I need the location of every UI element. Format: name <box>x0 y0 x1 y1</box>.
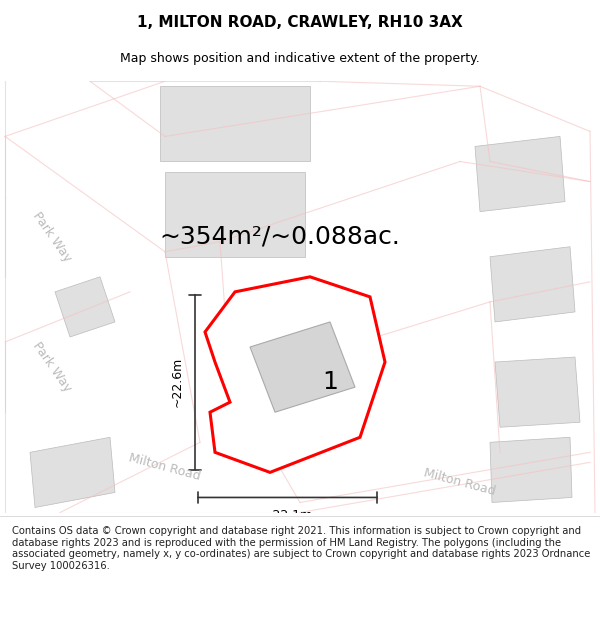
Text: Park Way: Park Way <box>30 339 74 394</box>
Polygon shape <box>55 277 115 337</box>
Polygon shape <box>160 86 310 161</box>
Polygon shape <box>490 438 572 503</box>
Polygon shape <box>165 171 305 257</box>
Text: ~354m²/~0.088ac.: ~354m²/~0.088ac. <box>160 225 400 249</box>
Text: 1: 1 <box>322 370 338 394</box>
Text: Milton Road: Milton Road <box>128 451 202 483</box>
Polygon shape <box>205 277 385 472</box>
Text: Contains OS data © Crown copyright and database right 2021. This information is : Contains OS data © Crown copyright and d… <box>12 526 590 571</box>
Polygon shape <box>495 357 580 428</box>
Text: Milton Road: Milton Road <box>422 467 497 498</box>
Text: ~22.1m: ~22.1m <box>262 509 313 522</box>
Text: 1, MILTON ROAD, CRAWLEY, RH10 3AX: 1, MILTON ROAD, CRAWLEY, RH10 3AX <box>137 15 463 30</box>
Text: ~22.6m: ~22.6m <box>170 357 184 408</box>
Polygon shape <box>475 136 565 212</box>
Text: Park Way: Park Way <box>30 209 74 264</box>
Polygon shape <box>30 438 115 508</box>
Polygon shape <box>490 247 575 322</box>
Polygon shape <box>250 322 355 412</box>
Text: Map shows position and indicative extent of the property.: Map shows position and indicative extent… <box>120 52 480 65</box>
